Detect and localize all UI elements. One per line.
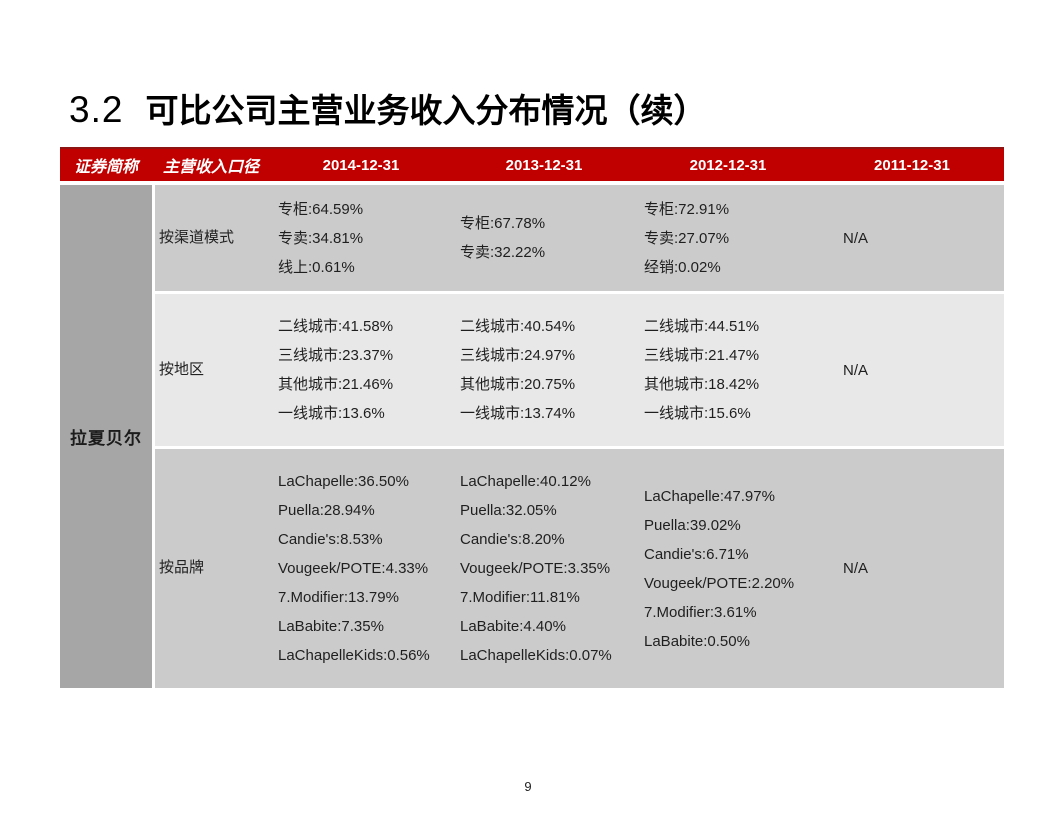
value-cell-2011: N/A [820, 449, 1004, 688]
value-line: Puella:28.94% [278, 502, 375, 519]
value-cell-2014: 专柜:64.59% 专卖:34.81% 线上:0.61% [270, 185, 452, 291]
table-row: 按地区 二线城市:41.58% 三线城市:23.37% 其他城市:21.46% 一线城市… [155, 294, 1004, 446]
page-title: 3.2 可比公司主营业务收入分布情况（续） [69, 84, 706, 132]
value-cell-2014: 二线城市:41.58% 三线城市:23.37% 其他城市:21.46% 一线城市:13… [270, 294, 452, 446]
value-line: LaChapelle:40.12% [460, 473, 591, 490]
revenue-distribution-table: 证券简称 主营收入口径 2014-12-31 2013-12-31 2012-1… [60, 147, 1004, 688]
value-line: 7.Modifier:3.61% [644, 603, 757, 621]
value-line: 一线城市:15.6% [644, 405, 751, 422]
header-security-name: 证券简称 [73, 159, 138, 176]
value-line: LaChapelleKids:0.56% [278, 647, 430, 664]
row-label-cell: 按品牌 [155, 449, 270, 688]
value-cell-2014: LaChapelle:36.50% Puella:28.94% Candie's:8… [270, 449, 452, 688]
value-line: Vougeek/POTE:4.33% [278, 560, 429, 577]
value-cell-2013: LaChapelle:40.12% Puella:32.05% Candie's:8… [452, 449, 636, 688]
value-line: 专柜:67.78% [460, 215, 546, 232]
page-number: 9 [524, 779, 532, 794]
value-line: 7.Modifier:13.79% [278, 589, 399, 606]
value-line: LaBabite:4.40% [460, 618, 566, 635]
value-line: 三线城市:23.37% [278, 347, 394, 364]
table-body-rows: 按渠道模式 专柜:64.59% 专卖:34.81% 线上:0.61% 专柜:67.78%… [155, 185, 1004, 688]
value-cell-2013: 二线城市:40.54% 三线城市:24.97% 其他城市:20.75% 一线城市:13… [452, 294, 636, 446]
header-date-2013: 2013-12-31 [505, 156, 583, 174]
value-line: 一线城市:13.6% [278, 405, 385, 422]
value-cell-2012: 专柜:72.91% 专卖:27.07% 经销:0.02% [636, 185, 820, 291]
value-line: 7.Modifier:11.81% [460, 589, 580, 606]
value-line: 二线城市:40.54% [460, 318, 576, 335]
value-line: N/A [843, 361, 869, 379]
value-line: LaChapelleKids:0.07% [460, 647, 612, 664]
table-body: 拉夏贝尔 按渠道模式 专柜:64.59% 专卖:34.81% 线上:0.61% 专柜:6… [60, 185, 1004, 688]
row-label-cell: 按地区 [155, 294, 270, 446]
value-line: 专柜:72.91% [644, 200, 730, 218]
value-line: Vougeek/POTE:3.35% [460, 560, 611, 577]
value-line: 二线城市:41.58% [278, 318, 394, 335]
value-line: 经销:0.02% [644, 258, 721, 276]
value-line: LaChapelle:36.50% [278, 473, 409, 490]
value-line: 按品牌 [159, 560, 205, 576]
header-date-2014: 2014-12-31 [322, 156, 400, 174]
section-number: 3.2 [69, 89, 124, 130]
header-date-2011: 2011-12-31 [874, 156, 950, 174]
value-line: Puella:32.05% [460, 502, 557, 519]
header-date-2012: 2012-12-31 [689, 156, 767, 174]
value-line: Candie's:8.53% [278, 531, 383, 548]
value-cell-2012: LaChapelle:47.97% Puella:39.02% Candie's:6… [636, 449, 820, 688]
value-cell-2012: 二线城市:44.51% 三线城市:21.47% 其他城市:18.42% 一线城市:15… [636, 294, 820, 446]
value-line: 其他城市:20.75% [460, 376, 576, 393]
value-line: LaBabite:7.35% [278, 618, 384, 635]
value-line: 其他城市:18.42% [644, 376, 760, 393]
value-line: LaBabite:0.50% [644, 632, 750, 650]
value-line: LaChapelle:47.97% [644, 487, 775, 505]
row-label-cell: 按渠道模式 [155, 185, 270, 291]
company-name-cell: 拉夏贝尔 [60, 185, 152, 688]
value-line: 三线城市:24.97% [460, 347, 576, 364]
table-row: 按渠道模式 专柜:64.59% 专卖:34.81% 线上:0.61% 专柜:67.78%… [155, 185, 1004, 291]
value-line: Candie's:8.20% [460, 531, 565, 548]
value-line: 专卖:27.07% [644, 229, 730, 247]
value-line: Puella:39.02% [644, 516, 741, 534]
value-line: N/A [843, 560, 869, 577]
value-line: Vougeek/POTE:2.20% [644, 574, 795, 592]
value-line: 专卖:32.22% [460, 244, 546, 261]
title-text: 可比公司主营业务收入分布情况（续） [145, 94, 707, 130]
value-line: 一线城市:13.74% [460, 405, 576, 422]
value-cell-2011: N/A [820, 294, 1004, 446]
header-revenue-caliber: 主营收入口径 [162, 159, 259, 176]
value-line: 专卖:34.81% [278, 229, 364, 247]
value-line: 按渠道模式 [159, 229, 235, 246]
value-cell-2011: N/A [820, 185, 1004, 291]
table-header-row: 证券简称 主营收入口径 2014-12-31 2013-12-31 2012-1… [60, 147, 1004, 181]
value-line: 二线城市:44.51% [644, 318, 760, 335]
table-row: 按品牌 LaChapelle:36.50% Puella:28.94% Candie'… [155, 449, 1004, 688]
value-line: Candie's:6.71% [644, 545, 749, 563]
value-cell-2013: 专柜:67.78% 专卖:32.22% [452, 185, 636, 291]
value-line: N/A [843, 229, 869, 247]
value-line: 三线城市:21.47% [644, 347, 760, 364]
value-line: 专柜:64.59% [278, 200, 364, 218]
value-line: 线上:0.61% [278, 258, 355, 276]
value-line: 按地区 [159, 361, 205, 378]
value-line: 其他城市:21.46% [278, 376, 394, 393]
